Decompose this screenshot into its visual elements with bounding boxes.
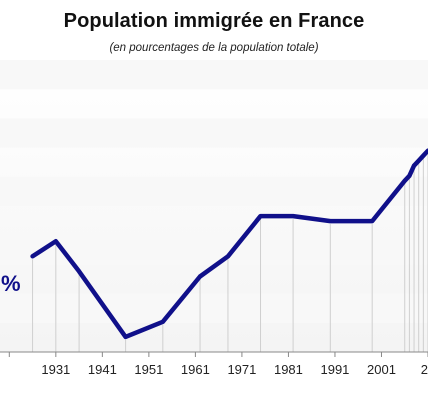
data-point [198,274,202,278]
data-point [31,254,35,258]
data-point [417,159,421,163]
x-tick-label: 1961 [181,362,210,377]
grid-band [0,176,428,206]
data-point [412,164,416,168]
grid-band [0,118,428,148]
grid-band [0,60,428,90]
x-tick-label: 1951 [134,362,163,377]
x-tick-label: 1991 [320,362,349,377]
data-point [421,154,425,158]
data-point [77,269,81,273]
grid-band [0,293,428,323]
x-tick-label: 1971 [227,362,256,377]
x-tick-label: 1941 [88,362,117,377]
data-point [291,214,295,218]
y-unit-percent-label: % [1,271,21,296]
chart-subtitle: (en pourcentages de la population totale… [109,42,319,54]
data-point [54,239,58,243]
x-tick-label: 20 [421,362,428,377]
data-point [226,254,230,258]
chart-title: Population immigrée en France [63,10,365,32]
series-group [30,148,428,340]
data-point [403,179,407,183]
data-point [328,219,332,223]
vertical-gridlines [32,153,428,352]
x-tick-label: 2001 [367,362,396,377]
data-point [259,214,263,218]
horizontal-gridbands [0,60,428,323]
data-point [124,335,128,339]
x-tick-label: 1931 [41,362,70,377]
data-point [407,174,411,178]
data-point [370,219,374,223]
x-tick-label: 1981 [274,362,303,377]
data-point [161,320,165,324]
x-axis-ticks: 1931 1941 1951 1961 1971 1981 1991 2001 20 [8,352,428,377]
